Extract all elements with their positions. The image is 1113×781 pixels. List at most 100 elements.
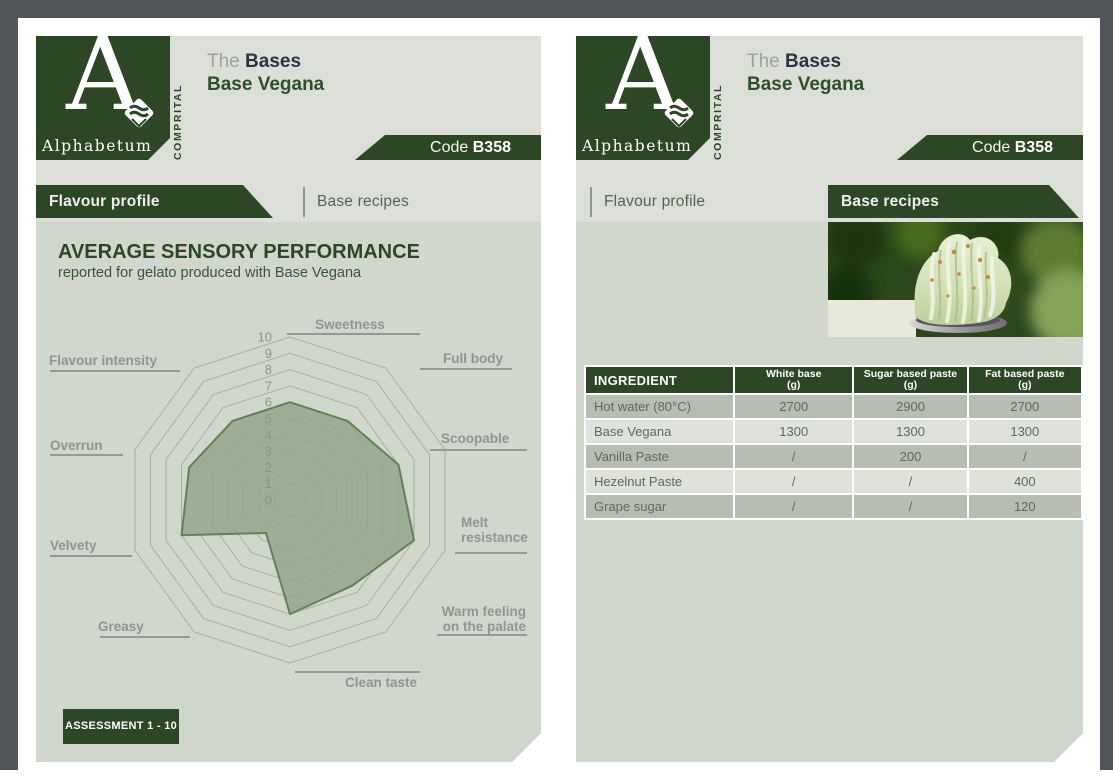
tab-separator <box>590 187 592 217</box>
col-header: White base (g) <box>734 366 853 394</box>
brand-logo: A Alphabetum <box>36 36 170 160</box>
table-row: Grape sugar //120 <box>585 494 1082 519</box>
axis-underline-sweetness <box>287 333 420 335</box>
table-row: Base Vegana 1300 1300 1300 <box>585 419 1082 444</box>
table-row: Hezelnut Paste //400 <box>585 469 1082 494</box>
amount-cell: / <box>853 469 967 494</box>
axis-label-flavour-intensity: Flavour intensity <box>49 353 158 368</box>
table-header-row: INGREDIENT White base (g) Sugar based paste… <box>585 366 1082 394</box>
tab-flavour-profile[interactable]: Flavour profile <box>604 193 706 210</box>
chart-subtitle: reported for gelato produced with Base V… <box>58 265 362 281</box>
comprital-vertical-text: COMPRITAL <box>172 83 184 160</box>
amount-cell: 200 <box>853 444 967 469</box>
ingredient-table: INGREDIENT White base (g) Sugar based paste… <box>584 365 1083 520</box>
code-value: B358 <box>1014 139 1053 156</box>
gem-icon <box>658 92 700 134</box>
axis-label-full-body: Full body <box>443 351 503 366</box>
col-header: Fat based paste (g) <box>968 366 1082 394</box>
amount-cell: 1300 <box>968 419 1082 444</box>
ingredient-cell: Grape sugar <box>585 494 734 519</box>
radar-value-polygon <box>182 402 415 614</box>
axis-label-greasy: Greasy <box>98 619 144 634</box>
amount-cell: / <box>734 444 853 469</box>
series-name: Bases <box>245 51 302 72</box>
axis-underline-flavour-intensity <box>50 370 180 372</box>
code-text: Code B358 <box>430 135 511 160</box>
table-row: Vanilla Paste/200/ <box>585 444 1082 469</box>
tab-flavour-profile-active[interactable]: Flavour profile <box>36 185 273 218</box>
amount-cell: 120 <box>968 494 1082 519</box>
series-title: The Bases <box>207 50 301 73</box>
col-header: INGREDIENT <box>585 366 734 394</box>
table-row: Hot water (80°C) 2700 2900 2700 <box>585 394 1082 419</box>
axis-underline-scoopable <box>430 449 527 451</box>
product-title: Base Vegana <box>207 74 325 95</box>
comprital-vertical-text: COMPRITAL <box>712 83 724 160</box>
code-text: Code B358 <box>972 135 1053 160</box>
amount-cell: 1300 <box>853 419 967 444</box>
brand-wordmark: Alphabetum <box>582 137 693 155</box>
amount-cell: 1300 <box>734 419 853 444</box>
svg-text:1: 1 <box>265 476 272 491</box>
series-title: The Bases <box>747 50 841 73</box>
axis-label-melt-resistance: Melt resistance <box>461 515 528 545</box>
brand-logo: A Alphabetum <box>576 36 710 160</box>
svg-text:9: 9 <box>265 346 272 361</box>
code-label: Code <box>972 139 1011 156</box>
chart-title: AVERAGE SENSORY PERFORMANCE <box>58 241 420 263</box>
axis-label-warm-feeling-on-the-palate: Warm feeling on the palate <box>441 604 526 634</box>
svg-text:2: 2 <box>265 460 272 475</box>
ingredient-cell: Base Vegana <box>585 419 734 444</box>
col-header: Sugar based paste (g) <box>853 366 967 394</box>
series-name: Bases <box>785 51 842 72</box>
axis-underline-overrun <box>50 454 123 456</box>
svg-text:10: 10 <box>258 330 272 345</box>
amount-cell: 2700 <box>968 394 1082 419</box>
amount-cell: 2700 <box>734 394 853 419</box>
code-banner <box>897 135 1083 160</box>
axis-label-clean-taste: Clean taste <box>345 675 418 690</box>
assessment-badge: ASSESSMENT 1 - 10 <box>63 709 179 744</box>
series-prefix: The <box>747 51 780 72</box>
code-banner <box>355 135 541 160</box>
axis-underline-clean-taste <box>295 671 420 673</box>
svg-text:7: 7 <box>265 378 272 393</box>
svg-text:5: 5 <box>265 411 272 426</box>
axis-label-scoopable: Scoopable <box>441 431 510 446</box>
ingredient-cell: Vanilla Paste <box>585 444 734 469</box>
amount-cell: / <box>734 469 853 494</box>
brand-wordmark: Alphabetum <box>42 137 153 155</box>
ingredient-cell: Hot water (80°C) <box>585 394 734 419</box>
code-label: Code <box>430 139 469 156</box>
amount-cell: 400 <box>968 469 1082 494</box>
axis-underline-full-body <box>420 368 512 370</box>
series-prefix: The <box>207 51 240 72</box>
amount-cell: 2900 <box>853 394 967 419</box>
axis-underline-velvety <box>50 555 132 557</box>
amount-cell: / <box>853 494 967 519</box>
axis-label-sweetness: Sweetness <box>315 317 385 332</box>
svg-text:3: 3 <box>265 444 272 459</box>
brand-letter: A <box>606 15 680 134</box>
gelato-photo <box>828 222 1083 337</box>
ingredient-cell: Hezelnut Paste <box>585 469 734 494</box>
brand-letter: A <box>66 15 140 134</box>
svg-text:4: 4 <box>265 427 272 442</box>
tab-base-recipes-active[interactable]: Base recipes <box>828 185 1079 218</box>
axis-underline-warm-feeling-on-the-palate <box>437 634 527 636</box>
datasheet-base-recipes: A Alphabetum COMPRITAL The Bases Base Ve… <box>576 36 1083 762</box>
datasheet-flavour-profile: A Alphabetum COMPRITAL The Bases Base Ve… <box>36 36 541 762</box>
axis-label-overrun: Overrun <box>50 438 103 453</box>
product-title: Base Vegana <box>747 74 865 95</box>
gem-icon <box>118 92 160 134</box>
axis-underline-melt-resistance <box>455 552 527 554</box>
axis-underline-greasy <box>100 636 190 638</box>
svg-text:6: 6 <box>265 395 272 410</box>
tab-base-recipes[interactable]: Base recipes <box>317 193 410 210</box>
code-value: B358 <box>472 139 511 156</box>
svg-text:0: 0 <box>265 493 272 508</box>
axis-label-velvety: Velvety <box>50 538 97 553</box>
amount-cell: / <box>734 494 853 519</box>
